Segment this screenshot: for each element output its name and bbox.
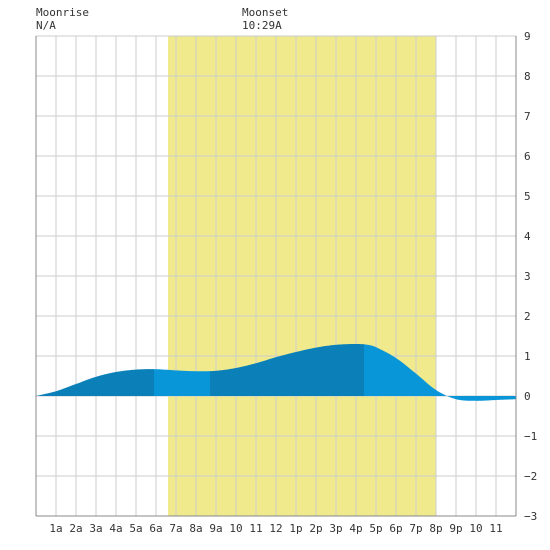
grid-lines bbox=[36, 35, 516, 517]
x-tick-label: 3a bbox=[89, 522, 102, 535]
y-tick-label: 2 bbox=[524, 310, 531, 323]
tide-band bbox=[210, 344, 364, 396]
header-svg: Moonrise N/A Moonset 10:29A bbox=[36, 6, 288, 32]
y-tick-label: 1 bbox=[524, 350, 531, 363]
x-tick-label: 4p bbox=[349, 522, 362, 535]
x-tick-label: 2p bbox=[309, 522, 322, 535]
daylight-band bbox=[168, 36, 436, 516]
tide-area bbox=[36, 344, 516, 401]
x-tick-labels: 1a 2a 3a 4a 5a 6a 7a 8a 9a 10 11 12 1p 2p 3p 4p 5p 6p 7p 8p… bbox=[49, 522, 502, 535]
tide-band bbox=[36, 369, 154, 396]
y-tick-label: −3 bbox=[524, 510, 537, 523]
x-tick-label: 11 bbox=[249, 522, 262, 535]
y-tick-label: 0 bbox=[524, 390, 531, 403]
x-tick-label: 7a bbox=[169, 522, 182, 535]
plot-area bbox=[36, 36, 516, 516]
x-tick-label: 5a bbox=[129, 522, 142, 535]
x-tick-label: 9a bbox=[209, 522, 222, 535]
y-tick-label: −2 bbox=[524, 470, 537, 483]
x-tick-label: 1p bbox=[289, 522, 302, 535]
x-tick-label: 12 bbox=[269, 522, 282, 535]
y-tick-label: 6 bbox=[524, 150, 531, 163]
y-tick-label: 4 bbox=[524, 230, 531, 243]
x-tick-label: 11 bbox=[489, 522, 502, 535]
x-tick-label: 10 bbox=[469, 522, 482, 535]
x-tick-label: 9p bbox=[449, 522, 462, 535]
daylight-rect bbox=[168, 36, 436, 516]
x-tick-label: 7p bbox=[409, 522, 422, 535]
moonset-label: Moonset bbox=[242, 6, 288, 19]
x-tick-label: 1a bbox=[49, 522, 62, 535]
x-tick-label: 10 bbox=[229, 522, 242, 535]
y-tick-label: −1 bbox=[524, 430, 537, 443]
moonrise-time: N/A bbox=[36, 19, 56, 32]
x-tick-label: 5p bbox=[369, 522, 382, 535]
x-tick-label: 6a bbox=[149, 522, 162, 535]
x-tick-label: 8p bbox=[429, 522, 442, 535]
plot-background bbox=[36, 36, 516, 516]
x-tick-label: 2a bbox=[69, 522, 82, 535]
y-tick-label: 3 bbox=[524, 270, 531, 283]
tide-band bbox=[154, 369, 210, 396]
moonset-time: 10:29A bbox=[242, 19, 282, 32]
y-tick-label: 5 bbox=[524, 190, 531, 203]
x-tick-label: 8a bbox=[189, 522, 202, 535]
x-tick-label: 4a bbox=[109, 522, 122, 535]
axes bbox=[35, 36, 517, 517]
x-tick-label: 6p bbox=[389, 522, 402, 535]
moonrise-label: Moonrise bbox=[36, 6, 89, 19]
y-tick-label: 8 bbox=[524, 70, 531, 83]
x-tick-label: 3p bbox=[329, 522, 342, 535]
y-tick-label: 7 bbox=[524, 110, 531, 123]
tide-band bbox=[364, 344, 516, 401]
